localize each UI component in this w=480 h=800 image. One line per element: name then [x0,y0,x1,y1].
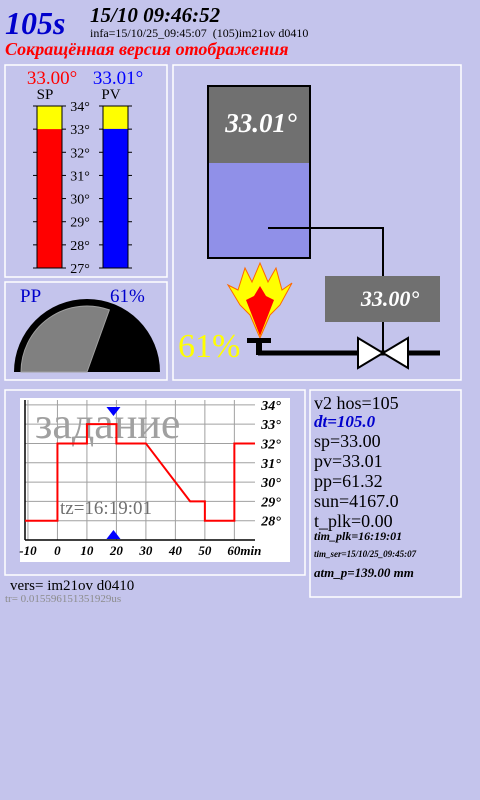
tank-water [208,163,310,258]
tank-label: 33.01° [224,108,297,138]
bar-tick-label: 32° [70,146,90,161]
legend-label: SP [37,87,54,103]
gauge-fill [20,305,110,373]
sensor-line [268,227,384,276]
bar-tick-label: 34° [70,100,90,115]
bar-panel [4,64,168,278]
subtitle: Сокращённая версия отображения [5,39,289,59]
y-tick-label: 29° [260,495,281,510]
status-line: sp=33.00 [314,431,381,451]
legend-label: PV [101,87,120,103]
bar-tick-label: 29° [70,216,90,231]
x-tick-label: 40 [168,543,183,558]
gauge-value-label: 61% [110,286,145,307]
status-line: pp=61.32 [314,471,383,491]
status-panel [309,389,462,598]
setpoint-label: 33.00° [360,286,420,311]
bar-tick-label: 27° [70,262,90,277]
x-tick-label: 60min [227,543,261,558]
bar-value-label: 33.00° [27,68,77,89]
power-label: 61% [178,328,240,365]
timing: tr= 0.015596151351929us [5,593,121,605]
bar-frame [36,105,63,269]
y-tick-label: 31° [260,457,281,472]
x-tick-label: 10 [80,543,94,558]
version: vers= im21ov d0410 [10,578,134,594]
y-tick-label: 34° [260,399,281,414]
valve [357,336,409,370]
x-tick-label: -10 [19,543,37,558]
burner-stem [256,338,262,355]
info: infa=15/10/25_09:45:07 (105)im21ov d0410 [90,26,308,40]
bar-value-label: 33.01° [93,68,143,89]
status-line: atm_p=139.00 mm [314,565,414,580]
program-line [25,423,255,522]
datetime: 15/10 09:46:52 [90,3,221,27]
status-line: tim_plk=16:19:01 [314,529,402,543]
status-line: t_plk=0.00 [314,511,393,531]
x-tick-label: 0 [54,543,61,558]
diagram-panel [172,64,462,381]
bar-tick-label: 28° [70,239,90,254]
setpoint-box [325,276,440,322]
status-line: tim_ser=15/10/25_09:45:07 [314,549,417,559]
x-tick-label: 30 [138,543,153,558]
gauge-panel [4,281,168,381]
bar-tick-label: 30° [70,193,90,208]
chart-area [20,398,290,562]
y-tick-label: 32° [260,437,281,452]
bar-tick-label: 33° [70,123,90,138]
tank-top [208,86,310,163]
status-line: sun=4167.0 [314,491,399,511]
y-tick-label: 33° [260,418,281,433]
time-marker [106,530,121,539]
bar [37,129,62,268]
y-tick-label: 30° [260,476,281,491]
bar-frame [102,105,129,269]
time-marker [106,407,121,416]
counter: 105s [5,5,65,41]
tank [207,85,311,259]
status-line: dt=105.0 [314,412,376,431]
x-tick-label: 20 [109,543,124,558]
flame-core [246,286,274,336]
gauge-name: PP [20,286,41,307]
status-line: pv=33.01 [314,451,383,471]
bar [103,128,128,268]
x-tick-label: 50 [198,543,212,558]
status-line: v2 hos=105 [314,393,399,413]
bar-tick-label: 31° [70,169,90,184]
y-tick-label: 28° [260,515,281,530]
chart-panel [4,389,306,576]
annotation: tz=16:19:01 [60,498,152,519]
